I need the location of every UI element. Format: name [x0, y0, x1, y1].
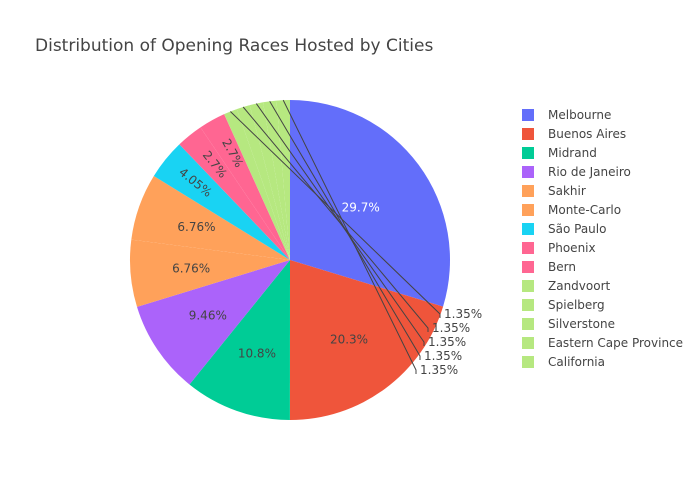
legend-label-melbourne[interactable]: Melbourne: [548, 108, 611, 122]
slice-eastern-cape-province[interactable]: [262, 100, 290, 261]
legend-label-spielberg[interactable]: Spielberg: [548, 298, 605, 312]
legend-label-monte-carlo[interactable]: Monte-Carlo: [548, 203, 621, 217]
legend-label-phoenix[interactable]: Phoenix: [548, 241, 596, 255]
slice-label-spielberg: 1.35%: [432, 321, 470, 335]
slice-label-melbourne: 29.7%: [342, 201, 380, 215]
slice-label-silverstone: 1.35%: [428, 335, 466, 349]
legend-label-buenos-aires[interactable]: Buenos Aires: [548, 127, 626, 141]
slice-rio-de-janeiro[interactable]: [137, 260, 290, 385]
legend-label-midrand[interactable]: Midrand: [548, 146, 597, 160]
legend-swatch-sakhir[interactable]: [522, 185, 534, 197]
legend-label-sao-paulo[interactable]: São Paulo: [548, 222, 606, 236]
legend-swatch-bern[interactable]: [522, 261, 534, 273]
legend-swatch-rio-de-janeiro[interactable]: [522, 166, 534, 178]
legend-swatch-midrand[interactable]: [522, 147, 534, 159]
chart-title: Distribution of Opening Races Hosted by …: [35, 36, 433, 56]
slice-zandvoort[interactable]: [224, 109, 290, 261]
legend-swatch-melbourne[interactable]: [522, 109, 534, 121]
legend-swatch-sao-paulo[interactable]: [522, 223, 534, 235]
slice-phoenix[interactable]: [179, 127, 290, 260]
leader-line-silverstone: [255, 103, 425, 346]
legend-swatch-zandvoort[interactable]: [522, 280, 534, 292]
legend-swatch-monte-carlo[interactable]: [522, 204, 534, 216]
slice-bern[interactable]: [200, 114, 290, 260]
slice-midrand[interactable]: [189, 260, 290, 420]
legend-label-zandvoort[interactable]: Zandvoort: [548, 279, 611, 293]
legend-label-sakhir[interactable]: Sakhir: [548, 184, 586, 198]
slice-monte-carlo[interactable]: [131, 175, 290, 260]
legend-swatch-spielberg[interactable]: [522, 299, 534, 311]
legend-label-bern[interactable]: Bern: [548, 260, 576, 274]
slice-label-eastern-cape-province: 1.35%: [424, 349, 462, 363]
legend-label-eastern-cape-province[interactable]: Eastern Cape Province: [548, 336, 683, 350]
slice-california[interactable]: [276, 100, 290, 260]
pie-slices: [130, 100, 451, 420]
slice-silverstone[interactable]: [249, 102, 290, 260]
slice-label-sakhir: 6.76%: [172, 261, 210, 275]
slice-label-buenos-aires: 20.3%: [330, 333, 368, 347]
slice-sakhir[interactable]: [130, 239, 290, 307]
legend-swatch-buenos-aires[interactable]: [522, 128, 534, 140]
slice-label-monte-carlo: 6.76%: [177, 220, 215, 234]
legend-label-rio-de-janeiro[interactable]: Rio de Janeiro: [548, 165, 631, 179]
slice-label-rio-de-janeiro: 9.46%: [189, 309, 227, 323]
legend-label-california[interactable]: California: [548, 355, 605, 369]
legend: Melbourne Buenos Aires Midrand Rio de Janei…: [522, 108, 683, 369]
legend-swatch-phoenix[interactable]: [522, 242, 534, 254]
leader-line-california: [282, 99, 417, 374]
leader-line-spielberg: [242, 106, 429, 332]
slice-label-midrand: 10.8%: [238, 347, 276, 361]
legend-label-silverstone[interactable]: Silverstone: [548, 317, 615, 331]
legend-swatch-eastern-cape-province[interactable]: [522, 337, 534, 349]
slice-sao-paulo[interactable]: [153, 144, 290, 260]
slice-spielberg[interactable]: [236, 105, 290, 261]
slice-label-california: 1.35%: [420, 363, 458, 377]
legend-swatch-silverstone[interactable]: [522, 318, 534, 330]
leader-line-zandvoort: [230, 111, 441, 318]
slice-melbourne[interactable]: [290, 100, 451, 307]
slice-label-zandvoort: 1.35%: [444, 307, 482, 321]
leader-line-eastern-cape-province: [269, 101, 421, 360]
slice-labels: 29.7%20.3%10.8%9.46%6.76%6.76%4.05%2.7%2…: [172, 99, 482, 377]
legend-swatch-california[interactable]: [522, 356, 534, 368]
